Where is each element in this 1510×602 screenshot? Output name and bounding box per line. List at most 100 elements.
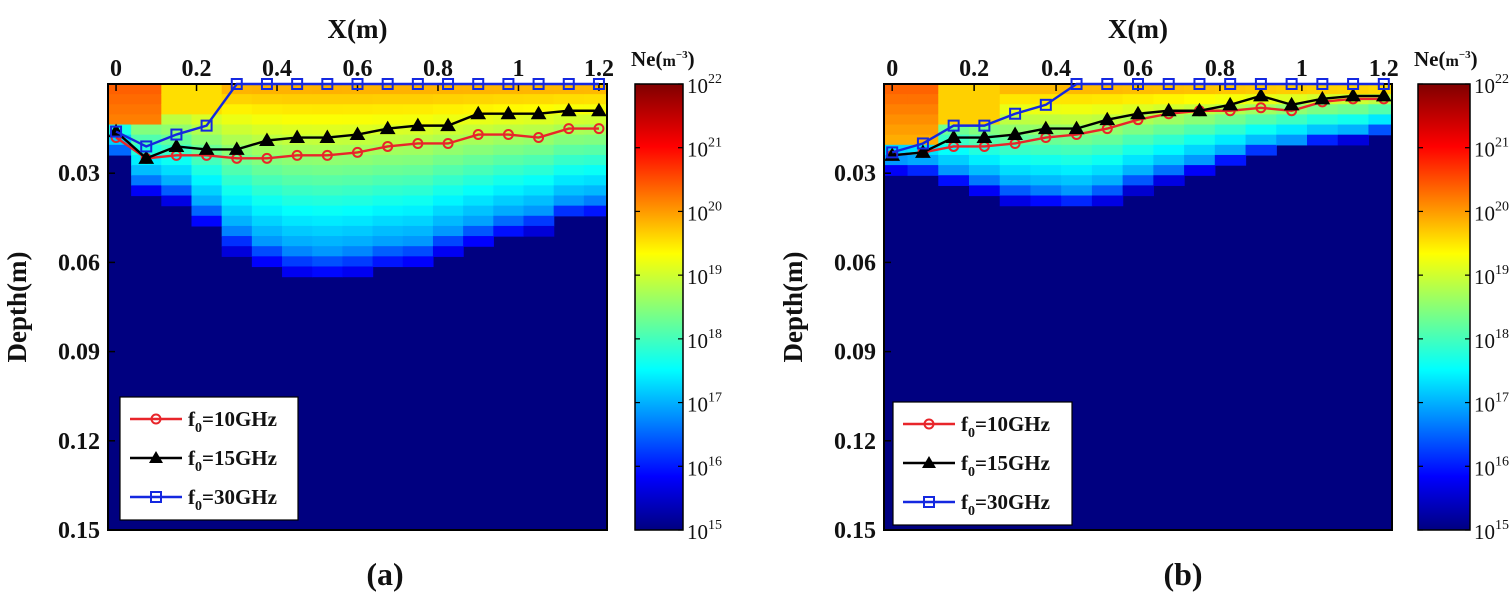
heatmap-cell <box>131 124 162 136</box>
series-marker <box>1160 102 1177 117</box>
heatmap-cell <box>493 114 525 126</box>
heatmap-cell <box>342 205 374 217</box>
series-marker <box>593 123 605 135</box>
series-marker <box>259 132 275 146</box>
heatmap-cell <box>999 94 1032 105</box>
colorbar-title: Ne(m−3) <box>631 47 695 71</box>
heatmap-cell <box>432 134 464 146</box>
heatmap-cell <box>493 134 525 146</box>
heatmap-cell <box>1184 134 1216 146</box>
legend-label: f0=30GHz <box>961 490 1050 519</box>
heatmap-cell <box>432 195 464 207</box>
panel-b: 0 0.2 0.4 0.6 0.8 1 1.2 X(m) 0.03 0.06 0.09 0.12 0.1… <box>778 14 1509 592</box>
series-marker <box>1285 78 1298 90</box>
heatmap-cell <box>108 94 132 105</box>
heatmap-cell <box>342 134 374 146</box>
colorbar-tick-label: 1020 <box>1474 199 1509 225</box>
heatmap-cell <box>523 195 555 207</box>
heatmap-cell <box>1061 175 1093 186</box>
heatmap-cell <box>342 175 374 186</box>
series-marker <box>1253 87 1269 102</box>
heatmap-cell <box>312 215 344 227</box>
heatmap-cell <box>553 124 585 136</box>
heatmap-cell <box>191 215 223 227</box>
heatmap-cell <box>191 185 223 197</box>
heatmap-cell <box>432 185 464 197</box>
heatmap-cell <box>251 256 283 268</box>
heatmap-cell <box>1030 195 1062 207</box>
heatmap-cell <box>1337 134 1370 146</box>
heatmap-cell <box>1061 165 1093 176</box>
series-marker <box>945 129 962 144</box>
heatmap-cell <box>938 104 970 116</box>
series-marker <box>915 144 931 158</box>
heatmap-cell <box>402 104 434 116</box>
heatmap-cell <box>1061 104 1093 116</box>
heatmap-cell <box>131 144 162 156</box>
heatmap-cell <box>221 124 253 136</box>
heatmap-cell <box>282 165 313 176</box>
heatmap-cell <box>221 205 253 217</box>
heatmap-cell <box>372 195 404 207</box>
series-marker <box>1068 120 1085 135</box>
heatmap-cell <box>372 134 404 146</box>
series-marker <box>379 120 396 135</box>
heatmap-cell <box>583 195 607 207</box>
heatmap-cell <box>161 104 193 116</box>
heatmap-cell <box>161 185 193 197</box>
heatmap-cell <box>999 175 1032 186</box>
heatmap-cell <box>1153 94 1185 105</box>
series-marker <box>138 150 155 164</box>
series-marker <box>502 129 514 141</box>
series-marker <box>976 129 993 144</box>
heatmap-cell <box>131 84 162 95</box>
panel-caption: (a) <box>366 556 403 592</box>
heatmap-cell <box>493 175 525 186</box>
heatmap-cell <box>342 94 374 105</box>
colorbar-tick-label: 1019 <box>687 263 722 289</box>
heatmap-cell <box>553 165 585 176</box>
legend-marker <box>923 418 935 430</box>
x-tick-label: 0.6 <box>1123 56 1153 82</box>
y-tick-label: 0.15 <box>834 518 876 544</box>
heatmap-cell <box>884 165 909 176</box>
heatmap-cell <box>251 215 283 227</box>
series-marker <box>1132 78 1144 90</box>
y-tick-label: 0.06 <box>58 250 100 276</box>
heatmap-cell <box>108 124 132 136</box>
heatmap-cell <box>312 124 344 136</box>
heatmap-cell <box>221 94 253 105</box>
heatmap-cell <box>221 215 253 227</box>
heatmap-cell <box>108 144 132 156</box>
heatmap-cell <box>282 175 313 186</box>
series-marker <box>261 152 273 164</box>
heatmap-cell <box>312 175 344 186</box>
series-line <box>115 127 599 160</box>
y-axis-label: Depth(m) <box>778 252 808 363</box>
heatmap-cell <box>372 94 404 105</box>
heatmap-cell <box>312 185 344 197</box>
heatmap-cell <box>251 236 283 247</box>
heatmap-cell <box>402 165 434 176</box>
x-tick-label: 0.4 <box>1041 56 1071 82</box>
heatmap-cell <box>969 165 1001 176</box>
series-line <box>891 82 1384 154</box>
heatmap-cell <box>583 175 607 186</box>
heatmap-cell <box>999 144 1032 156</box>
heatmap-cell <box>1153 144 1185 156</box>
heatmap-cell <box>553 195 585 207</box>
heatmap-cell <box>312 236 344 247</box>
series-marker <box>110 125 123 138</box>
heatmap-cell <box>907 84 939 95</box>
legend-box <box>892 401 1073 526</box>
series-marker <box>351 78 364 90</box>
heatmap-cell <box>432 215 464 227</box>
x-tick-label: 0 <box>110 56 122 82</box>
heatmap-cell <box>402 246 434 257</box>
heatmap-cell <box>342 195 374 207</box>
heatmap-cell <box>342 114 374 126</box>
heatmap-cell <box>907 104 939 116</box>
heatmap-cell <box>342 165 374 176</box>
heatmap-cell <box>553 114 585 126</box>
series-marker <box>289 129 306 144</box>
